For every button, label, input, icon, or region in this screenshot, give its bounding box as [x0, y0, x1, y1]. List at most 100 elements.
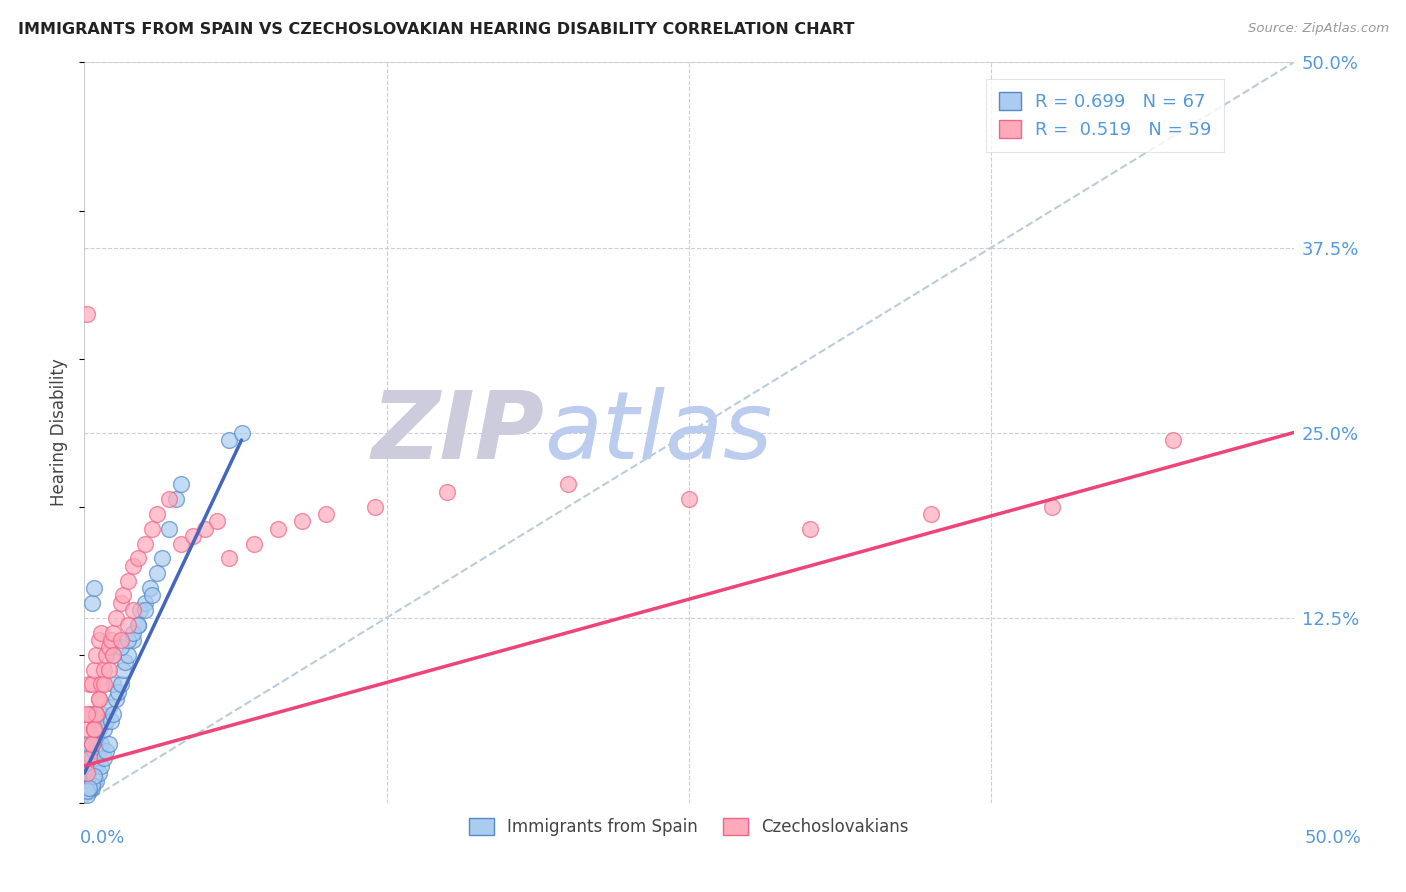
Point — [76, 784, 98, 798]
Point — [86, 737, 108, 751]
Point — [121, 558, 143, 573]
Point — [110, 640, 132, 655]
Point — [103, 648, 125, 662]
Point — [194, 522, 217, 536]
Point — [76, 789, 98, 803]
Point — [94, 744, 117, 758]
Y-axis label: Hearing Disability: Hearing Disability — [51, 359, 69, 507]
Point — [146, 566, 169, 581]
Point — [90, 677, 112, 691]
Point — [97, 699, 120, 714]
Text: atlas: atlas — [544, 387, 772, 478]
Point — [1040, 500, 1063, 514]
Point — [90, 625, 112, 640]
Point — [436, 484, 458, 499]
Point — [87, 632, 110, 647]
Point — [90, 706, 112, 721]
Point — [157, 492, 180, 507]
Point — [86, 714, 108, 729]
Point — [207, 515, 229, 529]
Point — [104, 610, 127, 624]
Point — [121, 632, 143, 647]
Point — [90, 758, 112, 772]
Point — [80, 706, 103, 721]
Point — [134, 536, 156, 550]
Point — [97, 737, 120, 751]
Point — [83, 758, 105, 772]
Point — [83, 769, 105, 783]
Point — [107, 685, 129, 699]
Point — [103, 706, 125, 721]
Point — [157, 522, 180, 536]
Point — [97, 663, 120, 677]
Point — [242, 536, 264, 550]
Text: IMMIGRANTS FROM SPAIN VS CZECHOSLOVAKIAN HEARING DISABILITY CORRELATION CHART: IMMIGRANTS FROM SPAIN VS CZECHOSLOVAKIAN… — [18, 22, 855, 37]
Point — [315, 507, 337, 521]
Text: 0.0%: 0.0% — [80, 829, 125, 847]
Point — [86, 648, 108, 662]
Point — [86, 758, 108, 772]
Point — [103, 648, 125, 662]
Point — [83, 744, 105, 758]
Point — [83, 773, 105, 788]
Point — [93, 663, 115, 677]
Point — [104, 692, 127, 706]
Point — [127, 551, 149, 566]
Point — [218, 551, 240, 566]
Point — [291, 515, 314, 529]
Point — [77, 737, 100, 751]
Point — [117, 618, 139, 632]
Point — [93, 751, 115, 765]
Point — [90, 737, 112, 751]
Point — [117, 632, 139, 647]
Point — [80, 737, 103, 751]
Point — [93, 722, 115, 736]
Point — [170, 536, 193, 550]
Point — [129, 603, 152, 617]
Point — [165, 492, 187, 507]
Point — [76, 780, 98, 795]
Point — [77, 766, 100, 780]
Point — [141, 522, 163, 536]
Point — [112, 663, 135, 677]
Point — [121, 603, 143, 617]
Point — [121, 625, 143, 640]
Point — [87, 722, 110, 736]
Point — [170, 477, 193, 491]
Point — [86, 706, 108, 721]
Point — [799, 522, 821, 536]
Text: ZIP: ZIP — [371, 386, 544, 479]
Point — [83, 722, 105, 736]
Point — [77, 751, 100, 765]
Point — [100, 632, 122, 647]
Point — [77, 677, 100, 691]
Point — [138, 581, 160, 595]
Point — [117, 574, 139, 588]
Point — [77, 751, 100, 765]
Point — [77, 780, 100, 795]
Point — [87, 692, 110, 706]
Point — [127, 618, 149, 632]
Point — [114, 655, 136, 669]
Point — [77, 780, 100, 795]
Point — [127, 618, 149, 632]
Point — [83, 722, 105, 736]
Point — [103, 677, 125, 691]
Point — [181, 529, 204, 543]
Point — [87, 766, 110, 780]
Point — [77, 784, 100, 798]
Point — [117, 648, 139, 662]
Point — [134, 603, 156, 617]
Point — [110, 632, 132, 647]
Point — [97, 640, 120, 655]
Point — [80, 766, 103, 780]
Point — [86, 706, 108, 721]
Point — [86, 773, 108, 788]
Point — [87, 744, 110, 758]
Point — [76, 773, 98, 788]
Point — [93, 677, 115, 691]
Point — [1161, 433, 1184, 447]
Point — [83, 581, 105, 595]
Point — [231, 425, 253, 440]
Point — [134, 596, 156, 610]
